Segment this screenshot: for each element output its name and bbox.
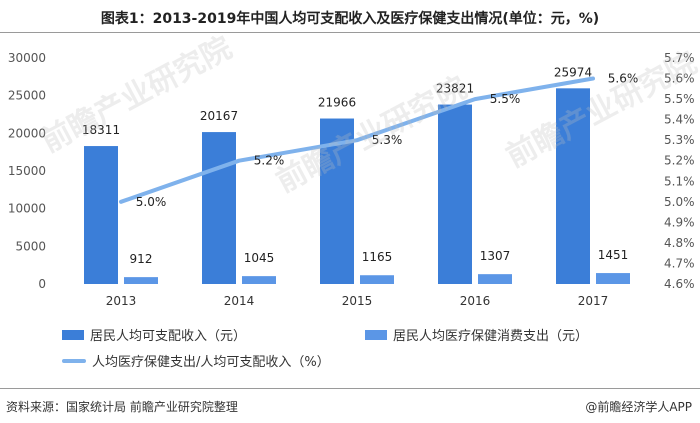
y-right-tick-label: 5.1% [664, 174, 695, 188]
y-right-tick-label: 4.6% [664, 277, 695, 291]
legend-item-medical: 居民人均医疗保健消费支出（元） [365, 325, 588, 344]
y-left-tick-label: 5000 [15, 239, 46, 253]
legend-swatch-medical [365, 329, 387, 340]
title-divider [0, 32, 700, 33]
income-bar [84, 146, 118, 284]
footer-divider [0, 388, 700, 389]
ratio-value-label: 5.2% [254, 154, 285, 168]
x-tick-label: 2016 [460, 294, 491, 308]
ratio-line [119, 76, 595, 204]
y-left-tick-label: 30000 [8, 51, 46, 65]
ratio-value-label: 5.0% [136, 195, 167, 209]
x-tick-label: 2017 [578, 294, 609, 308]
y-right-tick-label: 5.3% [664, 133, 695, 147]
x-tick-label: 2015 [342, 294, 373, 308]
y-left-tick-label: 10000 [8, 202, 46, 216]
legend-swatch-ratio [62, 358, 86, 363]
brand-credit: @前瞻经济学人APP [585, 400, 692, 414]
income-value-label: 23821 [436, 82, 474, 96]
ratio-value-label: 5.5% [490, 92, 521, 106]
medical-bar [124, 277, 158, 284]
x-tick-label: 2013 [106, 294, 137, 308]
income-bar [438, 104, 472, 285]
income-bar [202, 132, 236, 284]
y-right-tick-label: 5.6% [664, 72, 695, 86]
medical-bar [596, 273, 630, 284]
medical-bar [478, 274, 512, 284]
chart-title: 图表1：2013-2019年中国人均可支配收入及医疗保健支出情况(单位：元，%) [100, 11, 600, 27]
medical-value-label: 1165 [362, 250, 393, 264]
ratio-value-label: 5.3% [372, 133, 403, 147]
y-right-tick-label: 5.2% [664, 154, 695, 168]
medical-value-label: 1045 [244, 251, 275, 265]
y-right-tick-label: 4.8% [664, 236, 695, 250]
y-left-tick-label: 0 [38, 277, 46, 291]
income-value-label: 18311 [82, 123, 120, 137]
legend-item-ratio: 人均医疗保健支出/人均可支配收入（%） [62, 351, 330, 370]
ratio-value-label: 5.6% [608, 72, 639, 86]
medical-value-label: 1307 [480, 249, 511, 263]
medical-bar [242, 276, 276, 284]
income-value-label: 20167 [200, 109, 238, 123]
source-note: 资料来源：国家统计局 前瞻产业研究院整理 [6, 400, 238, 414]
y-right-tick-label: 5.0% [664, 195, 695, 209]
legend-item-income: 居民人均可支配收入（元） [62, 325, 246, 344]
legend-swatch-income [62, 329, 84, 340]
y-left-tick-label: 15000 [8, 164, 46, 178]
medical-value-label: 1451 [598, 248, 629, 262]
income-bar [556, 88, 590, 285]
y-left-tick-label: 25000 [8, 89, 46, 103]
income-value-label: 25974 [554, 65, 592, 79]
legend-label-medical: 居民人均医疗保健消费支出（元） [393, 329, 589, 344]
y-right-tick-label: 5.5% [664, 92, 695, 106]
medical-value-label: 912 [130, 252, 153, 266]
y-right-tick-label: 4.9% [664, 215, 695, 229]
x-tick-label: 2014 [224, 294, 255, 308]
y-right-tick-label: 5.4% [664, 113, 695, 127]
income-value-label: 21966 [318, 96, 356, 110]
legend-label-ratio: 人均医疗保健支出/人均可支配收入（%） [92, 355, 330, 370]
medical-bar [360, 275, 394, 284]
y-right-tick-label: 5.7% [664, 51, 695, 65]
y-left-tick-label: 20000 [8, 126, 46, 140]
y-right-tick-label: 4.7% [664, 256, 695, 270]
legend-label-income: 居民人均可支配收入（元） [90, 329, 247, 344]
